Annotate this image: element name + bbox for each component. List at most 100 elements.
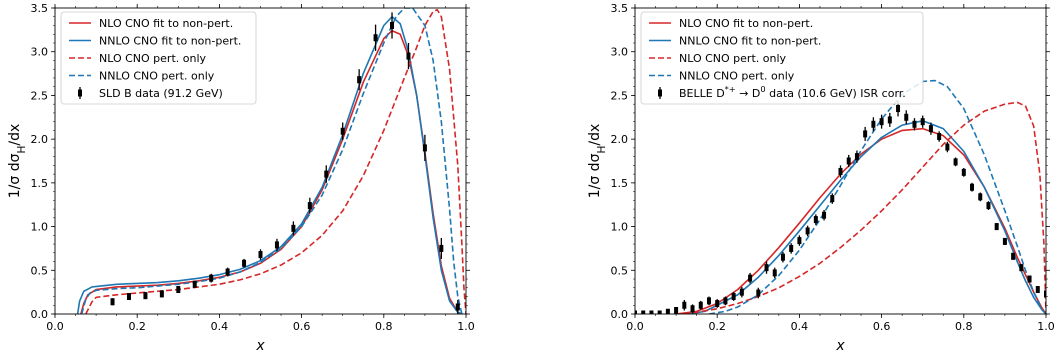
data-point — [176, 286, 181, 294]
data-point — [822, 211, 827, 219]
x-tick-label: 0.8 — [955, 320, 973, 333]
data-point — [682, 301, 687, 309]
y-tick-label: 3.0 — [611, 46, 629, 59]
data-point — [274, 241, 279, 249]
data-point — [665, 308, 670, 314]
y-tick-label: 0.5 — [31, 264, 49, 277]
y-tick-label: 1.0 — [611, 221, 629, 234]
y-tick-label: 2.0 — [611, 133, 629, 146]
data-point — [1019, 264, 1024, 272]
data-point — [340, 127, 345, 135]
data-point — [439, 244, 444, 252]
legend-label: NNLO CNO fit to non-pert. — [99, 35, 241, 48]
data-point — [657, 310, 662, 314]
data-point — [920, 118, 925, 126]
x-tick-label: 1.0 — [1037, 320, 1054, 333]
data-point — [970, 183, 975, 191]
data-point — [690, 305, 695, 313]
series-line — [85, 8, 466, 314]
legend-swatch-marker — [78, 89, 82, 97]
data-point — [373, 34, 378, 42]
data-point — [978, 193, 983, 201]
y-tick-label: 0.0 — [31, 308, 49, 321]
x-axis-label: x — [255, 338, 265, 354]
plot-area — [76, 8, 466, 314]
data-point — [797, 237, 802, 245]
y-axis-label: 1/σ dσH/dx — [7, 124, 28, 199]
data-point — [994, 223, 999, 231]
data-point — [674, 307, 679, 314]
data-point — [455, 303, 460, 311]
y-tick-label: 3.5 — [611, 2, 629, 15]
legend-box — [640, 11, 924, 105]
x-tick-label: 0.6 — [873, 320, 891, 333]
legend-swatch-marker — [658, 89, 662, 97]
plot-area — [635, 79, 1046, 314]
data-point — [945, 143, 950, 151]
legend-label: NNLO CNO fit to non-pert. — [679, 35, 821, 48]
y-tick-label: 3.0 — [31, 46, 49, 59]
data-point — [258, 251, 263, 259]
data-point — [928, 125, 933, 133]
series-line — [708, 79, 1046, 314]
y-tick-label: 0.0 — [611, 308, 629, 321]
x-tick-label: 0.6 — [293, 320, 311, 333]
data-point — [641, 310, 646, 314]
data-point — [192, 280, 197, 288]
x-tick-label: 0.4 — [791, 320, 809, 333]
data-point — [143, 292, 148, 300]
data-point — [723, 297, 728, 305]
legend-label: NLO CNO fit to non-pert. — [99, 17, 233, 30]
x-tick-label: 1.0 — [457, 320, 475, 333]
data-point — [209, 274, 214, 282]
y-tick-label: 2.5 — [611, 89, 629, 102]
legend: NLO CNO fit to non-pert. NNLO CNO fit to … — [60, 11, 257, 105]
data-point — [706, 297, 711, 305]
axis-ticks: 0.0 0.2 0.4 0.6 0.8 1.0 0.0 0.5 1.0 1.5 2.0 2.5 3.0 3… — [31, 2, 475, 333]
data-point — [748, 274, 753, 282]
data-point — [649, 310, 654, 314]
data-point — [1011, 252, 1016, 260]
data-point — [953, 158, 958, 166]
data-point — [110, 298, 115, 306]
legend-box — [60, 11, 257, 105]
legend-label: NLO CNO fit to non-pert. — [679, 17, 813, 30]
data-point — [242, 259, 247, 267]
data-point — [854, 153, 859, 161]
data-point — [126, 293, 131, 301]
data-point — [764, 264, 769, 272]
data-point — [715, 300, 720, 308]
y-tick-label: 3.5 — [31, 2, 49, 15]
data-point — [813, 216, 818, 224]
x-tick-label: 0.2 — [128, 320, 146, 333]
legend: NLO CNO fit to non-pert. NNLO CNO fit to … — [640, 11, 924, 105]
data-point — [1002, 237, 1007, 245]
data-point — [635, 310, 637, 314]
right-chart-panel: 0.0 0.2 0.4 0.6 0.8 1.0 0.0 0.5 1.0 1.5 2.0 2.5 3.0 3… — [587, 2, 1054, 354]
x-tick-label: 0.2 — [708, 320, 726, 333]
data-point — [863, 130, 868, 138]
axis-ticks: 0.0 0.2 0.4 0.6 0.8 1.0 0.0 0.5 1.0 1.5 2.0 2.5 3.0 3… — [611, 2, 1054, 333]
data-point — [780, 253, 785, 261]
x-axis-label: x — [835, 338, 845, 354]
data-point — [739, 288, 744, 296]
data-point — [912, 120, 917, 128]
y-tick-label: 1.5 — [31, 177, 49, 190]
y-tick-label: 2.0 — [31, 133, 49, 146]
data-point — [324, 170, 329, 178]
data-point — [937, 133, 942, 141]
data-point — [879, 118, 884, 126]
data-point — [159, 290, 164, 298]
legend-label: NNLO CNO pert. only — [99, 70, 215, 83]
legend-label: NLO CNO pert. only — [679, 52, 787, 65]
data-point — [1035, 286, 1040, 294]
data-point — [846, 157, 851, 165]
data-point — [422, 144, 427, 152]
data-point — [772, 269, 777, 277]
series-line — [76, 15, 463, 314]
data-point — [805, 227, 810, 235]
data-point — [756, 289, 761, 297]
x-tick-label: 0.0 — [626, 320, 644, 333]
x-tick-label: 0.0 — [46, 320, 64, 333]
